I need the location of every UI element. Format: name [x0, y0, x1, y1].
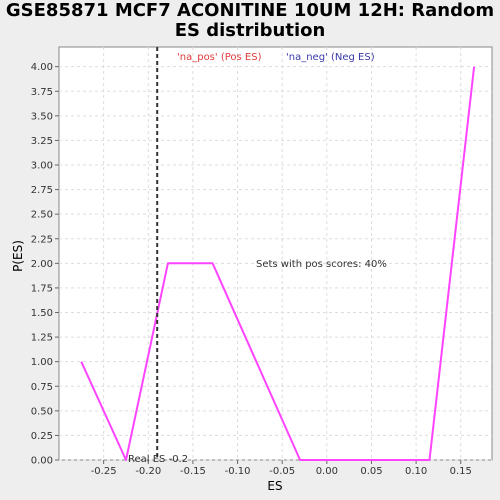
y-tick-label: 0.50 [31, 406, 53, 417]
plot-area [58, 46, 493, 461]
legend-pos: 'na_pos' (Pos ES) [177, 52, 262, 63]
chart-title-line-1: GSE85871 MCF7 ACONITINE 10UM 12H: Random [5, 0, 495, 21]
series-layer [80, 66, 476, 461]
y-tick-label: 1.50 [31, 308, 53, 319]
x-tick-label: -0.20 [135, 466, 161, 477]
grid [59, 47, 492, 461]
real-es-annotation: Real ES -0.2 [128, 454, 188, 465]
y-tick-label: 3.75 [31, 87, 53, 98]
y-tick-label: 3.00 [31, 161, 53, 172]
x-tick-label: -0.05 [269, 466, 295, 477]
y-tick-label: 2.75 [31, 185, 53, 196]
legend-neg: 'na_neg' (Neg ES) [286, 52, 375, 63]
y-tick-label: 1.75 [31, 283, 53, 294]
x-tick-label: -0.15 [180, 466, 206, 477]
y-tick-label: 2.50 [31, 210, 53, 221]
x-tick-label: 0.10 [405, 466, 427, 477]
x-tick-label: -0.10 [225, 466, 251, 477]
x-tick-label: -0.25 [91, 466, 117, 477]
y-tick-label: 3.25 [31, 136, 53, 147]
y-tick-label: 1.00 [31, 357, 53, 368]
x-axis-label: ES [267, 479, 282, 493]
y-tick-label: 0.25 [31, 431, 53, 442]
y-tick-label: 0.75 [31, 382, 53, 393]
y-tick-label: 4.00 [31, 62, 53, 73]
y-tick-label: 2.25 [31, 234, 53, 245]
y-tick-label: 2.00 [31, 259, 53, 270]
y-axis-label: P(ES) [11, 240, 25, 272]
pos-scores-annotation: Sets with pos scores: 40% [256, 259, 387, 270]
axis-ticks: 0.00 0.25 0.50 0.75 1.00 1.25 1.50 1.75 2.00 2.25… [31, 62, 472, 477]
x-tick-label: 0.15 [450, 466, 472, 477]
x-tick-label: 0.00 [316, 466, 338, 477]
chart-title-line-2: ES distribution [174, 20, 326, 41]
series-line [80, 66, 476, 461]
y-tick-label: 3.50 [31, 111, 53, 122]
x-tick-label: 0.05 [360, 466, 382, 477]
chart-title: GSE85871 MCF7 ACONITINE 10UM 12H: Random… [0, 1, 500, 41]
y-tick-label: 1.25 [31, 333, 53, 344]
y-tick-label: 0.00 [31, 456, 53, 467]
